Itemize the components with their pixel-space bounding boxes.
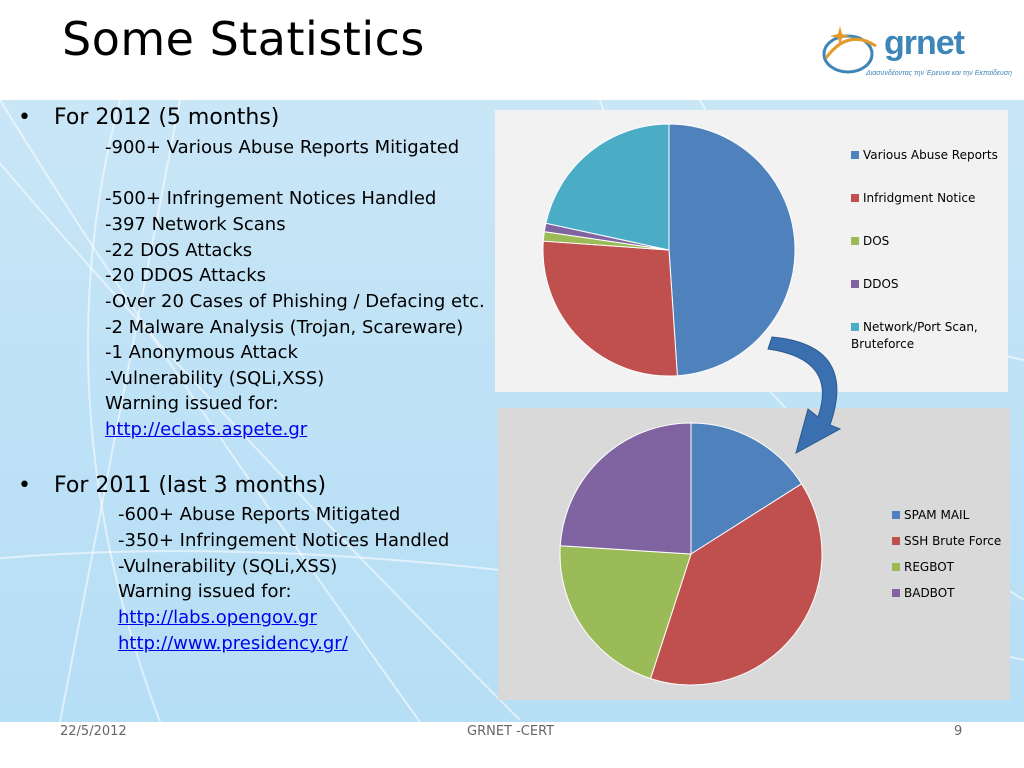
footer-center: GRNET -CERT [467, 724, 555, 739]
legend-swatch [851, 151, 859, 159]
legend-item: SPAM MAIL [892, 507, 969, 524]
heading-2011: For 2011 (last 3 months) [54, 473, 327, 498]
legend-item: DOS [851, 233, 889, 250]
text-line: -600+ Abuse Reports Mitigated [118, 504, 401, 525]
footer-date: 22/5/2012 [60, 724, 127, 739]
pie-slice-spam-mail [690, 422, 803, 555]
text-line: -2 Malware Analysis (Trojan, Scareware) [105, 317, 464, 338]
pie-slice-regbot [559, 545, 692, 680]
logo-tagline: Διασυνδέοντας την Έρευνα και την Εκπαίδε… [866, 70, 1012, 77]
legend-label: BADBOT [904, 586, 955, 600]
legend-swatch [892, 537, 900, 545]
text-line: -1 Anonymous Attack [105, 342, 298, 363]
legend-item: Infridgment Notice [851, 190, 975, 207]
bullet-dot-icon: • [18, 105, 31, 130]
legend-item: Network/Port Scan, Bruteforce [851, 319, 1001, 353]
text-line: -22 DOS Attacks [105, 240, 253, 261]
legend-swatch [892, 511, 900, 519]
legend-label: Various Abuse Reports [863, 148, 998, 162]
link-eclass[interactable]: http://eclass.aspete.gr [105, 419, 308, 440]
bullet-2011: • For 2011 (last 3 months) [18, 473, 327, 498]
pie-chart-2012: Various Abuse Reports Infridgment Notice D… [495, 110, 1008, 392]
pie-slice-badbot [559, 422, 692, 555]
legend-label: SPAM MAIL [904, 508, 970, 522]
legend-swatch [851, 194, 859, 202]
pie-slice-network-port-scan-bruteforce [545, 123, 670, 251]
grnet-logo: grnet Διασυνδέοντας την Έρευνα και την Ε… [818, 18, 1018, 88]
link-presidency[interactable]: http://www.presidency.gr/ [118, 633, 348, 654]
pie-slice-infridgment-notice [542, 240, 678, 377]
text-line: Warning issued for: [105, 393, 279, 414]
bullet-dot-icon: • [18, 473, 31, 498]
text-line: Warning issued for: [118, 581, 292, 602]
legend-swatch [892, 563, 900, 571]
legend-label: SSH Brute Force [904, 534, 1002, 548]
text-line: -Vulnerability (SQLi,XSS) [118, 556, 338, 577]
legend-item: REGBOT [892, 559, 954, 576]
curved-arrow-icon [767, 336, 842, 455]
text-line: -500+ Infringement Notices Handled [105, 188, 437, 209]
legend-swatch [851, 237, 859, 245]
slide-title: Some Statistics [62, 12, 425, 66]
text-line: -Over 20 Cases of Phishing / Defacing et… [105, 291, 485, 312]
legend-label: Infridgment Notice [863, 191, 976, 205]
bullet-2012: • For 2012 (5 months) [18, 105, 280, 130]
legend-item: DDOS [851, 276, 899, 293]
text-line: -900+ Various Abuse Reports Mitigated [105, 137, 460, 158]
text-line: -397 Network Scans [105, 214, 286, 235]
legend-label: REGBOT [904, 560, 955, 574]
text-line: -20 DDOS Attacks [105, 265, 266, 286]
legend-item: SSH Brute Force [892, 533, 1001, 550]
legend-swatch [851, 323, 859, 331]
legend-item: BADBOT [892, 585, 954, 602]
legend-swatch [892, 589, 900, 597]
pie-chart-2012-plot [542, 123, 796, 377]
text-line: -Vulnerability (SQLi,XSS) [105, 368, 325, 389]
pie-chart-2011: SPAM MAIL SSH Brute Force REGBOT BADBOT [498, 408, 1010, 700]
footer-page-number: 9 [954, 724, 963, 739]
grnet-swirl-icon [822, 26, 877, 74]
logo-brand: grnet [884, 24, 965, 62]
link-labs-opengov[interactable]: http://labs.opengov.gr [118, 607, 317, 628]
legend-label: DOS [863, 234, 890, 248]
pie-slice-various-abuse-reports [668, 123, 796, 377]
heading-2012: For 2012 (5 months) [54, 105, 280, 130]
pie-chart-2011-plot [559, 422, 823, 686]
legend-label: Network/Port Scan, Bruteforce [851, 320, 978, 351]
legend-label: DDOS [863, 277, 899, 291]
pie-slice-ssh-brute-force [649, 483, 823, 686]
legend-swatch [851, 280, 859, 288]
legend-item: Various Abuse Reports [851, 147, 998, 164]
text-line: -350+ Infringement Notices Handled [118, 530, 450, 551]
